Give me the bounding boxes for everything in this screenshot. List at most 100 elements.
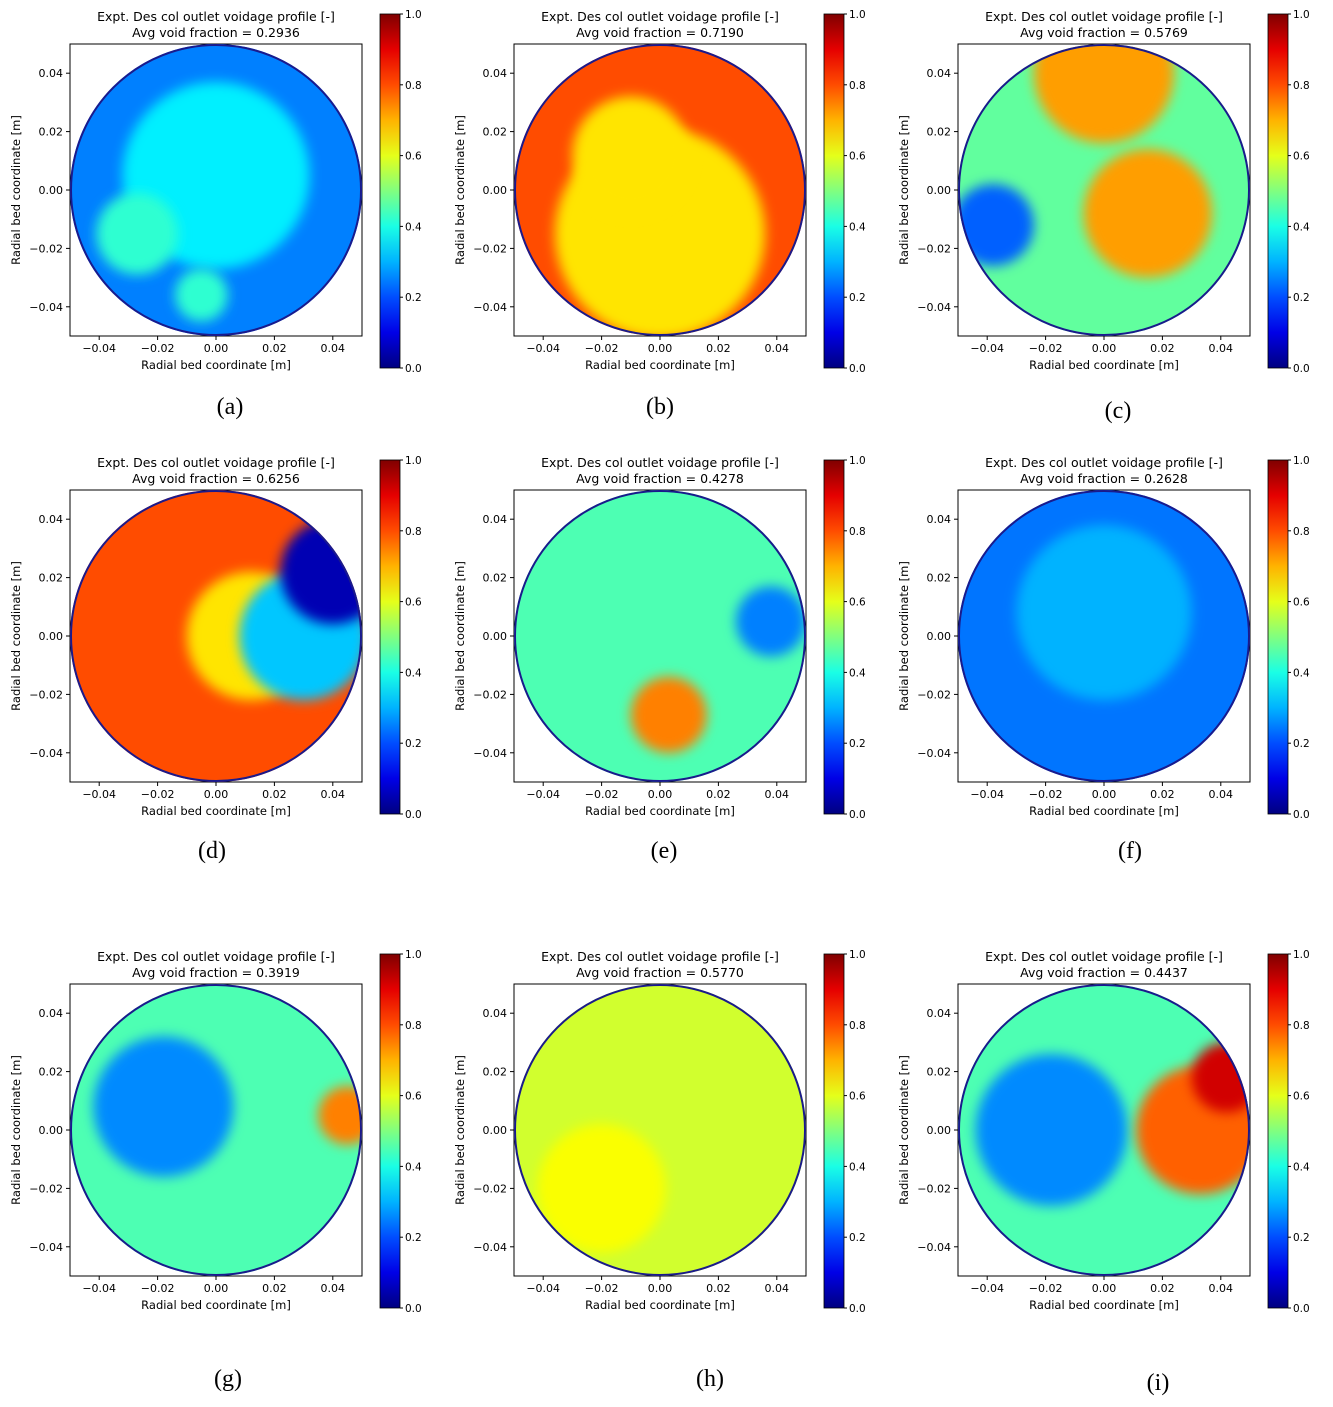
avg-void-fraction: Avg void fraction = 0.5769 [1020, 25, 1188, 40]
x-tick-label: 0.00 [648, 342, 673, 355]
y-tick-label: −0.04 [473, 301, 507, 314]
column-wall [514, 490, 806, 782]
subfigure-label: (c) [1104, 398, 1132, 424]
colorbar-tick-label: 0.6 [405, 1091, 422, 1103]
colorbar-tick-label: 0.6 [405, 597, 422, 609]
avg-void-fraction: Avg void fraction = 0.4278 [576, 471, 744, 486]
colorbar [379, 459, 401, 815]
colorbar-tick-label: 0.6 [1293, 1091, 1310, 1103]
colorbar-tick-label: 0.0 [1293, 809, 1310, 821]
y-axis-label: Radial bed coordinate [m] [453, 115, 467, 265]
y-tick-label: 0.02 [927, 126, 952, 139]
voidage-regions [958, 44, 1213, 278]
x-tick-label: 0.04 [1209, 788, 1234, 801]
x-tick-label: 0.00 [648, 788, 673, 801]
colorbar-tick-label: 1.0 [405, 455, 422, 467]
y-tick-label: 0.00 [483, 630, 508, 643]
y-tick-label: −0.02 [473, 1182, 507, 1195]
x-axis-label: Radial bed coordinate [m] [1029, 804, 1179, 818]
colorbar-tick-label: 0.6 [849, 1091, 866, 1103]
voidage-region [975, 1054, 1128, 1206]
y-tick-label: −0.04 [29, 301, 63, 314]
x-tick-label: 0.04 [1209, 342, 1234, 355]
y-axis-label: Radial bed coordinate [m] [9, 115, 23, 265]
y-tick-label: 0.00 [483, 1124, 508, 1137]
colorbar [1267, 459, 1289, 815]
chart-title: Expt. Des col outlet voidage profile [-] [541, 455, 779, 470]
colorbar-tick-label: 0.2 [405, 738, 422, 750]
colorbar [823, 953, 845, 1309]
colorbar-tick-label: 0.2 [849, 292, 866, 304]
y-tick-label: 0.04 [927, 513, 952, 526]
subfigure-label: (f) [1118, 838, 1142, 864]
x-tick-label: 0.00 [1092, 342, 1117, 355]
y-tick-label: 0.00 [483, 184, 508, 197]
x-tick-label: 0.00 [648, 1282, 673, 1295]
colorbar-tick-label: 0.2 [1293, 738, 1310, 750]
y-tick-label: −0.02 [917, 688, 951, 701]
x-tick-label: −0.02 [585, 342, 619, 355]
colorbar-tick-label: 0.0 [405, 809, 422, 821]
y-tick-label: 0.00 [927, 630, 952, 643]
voidage-regions [554, 96, 766, 336]
y-axis-label: Radial bed coordinate [m] [453, 1055, 467, 1205]
x-tick-label: 0.02 [706, 788, 731, 801]
chart-title: Expt. Des col outlet voidage profile [-] [97, 949, 335, 964]
avg-void-fraction: Avg void fraction = 0.2628 [1020, 471, 1188, 486]
colorbar-tick-label: 1.0 [1293, 949, 1310, 961]
voidage-regions [537, 1124, 666, 1253]
y-tick-label: −0.04 [29, 1241, 63, 1254]
colorbar-tick-label: 0.4 [849, 221, 866, 233]
chart-title: Expt. Des col outlet voidage profile [-] [985, 455, 1223, 470]
colorbar-tick-label: 0.4 [405, 1161, 422, 1173]
x-axis-label: Radial bed coordinate [m] [585, 1298, 735, 1312]
subfigure-label: (h) [696, 1366, 724, 1392]
x-tick-label: −0.02 [1029, 342, 1063, 355]
y-tick-label: −0.04 [29, 747, 63, 760]
heatmap-plot: Expt. Des col outlet voidage profile [-]… [9, 949, 422, 1315]
column-wall [70, 44, 362, 336]
y-tick-label: 0.04 [483, 513, 508, 526]
colorbar [823, 13, 845, 369]
colorbar-tick-label: 0.2 [405, 1232, 422, 1244]
colorbar-tick-label: 1.0 [849, 9, 866, 21]
chart-title: Expt. Des col outlet voidage profile [-] [97, 9, 335, 24]
heatmap-panel-a: Expt. Des col outlet voidage profile [-]… [0, 0, 440, 460]
colorbar-tick-label: 0.6 [849, 151, 866, 163]
y-axis-label: Radial bed coordinate [m] [897, 1055, 911, 1205]
colorbar-tick-label: 0.8 [849, 1020, 866, 1032]
heatmap-plot: Expt. Des col outlet voidage profile [-]… [9, 9, 422, 375]
colorbar-tick-label: 0.4 [1293, 221, 1310, 233]
x-tick-label: −0.04 [526, 342, 560, 355]
y-axis-label: Radial bed coordinate [m] [9, 561, 23, 711]
x-tick-label: −0.04 [970, 788, 1004, 801]
y-tick-label: 0.04 [483, 67, 508, 80]
colorbar-tick-label: 0.0 [405, 363, 422, 375]
colorbar-tick-label: 0.2 [1293, 292, 1310, 304]
y-tick-label: −0.02 [473, 688, 507, 701]
colorbar-tick-label: 0.8 [849, 80, 866, 92]
avg-void-fraction: Avg void fraction = 0.3919 [132, 965, 300, 980]
voidage-regions [96, 81, 310, 322]
colorbar-tick-label: 0.2 [849, 738, 866, 750]
column-wall [958, 490, 1250, 782]
y-tick-label: 0.00 [39, 184, 64, 197]
colorbar [379, 953, 401, 1309]
y-tick-label: 0.02 [39, 572, 64, 585]
colorbar-tick-label: 0.2 [405, 292, 422, 304]
voidage-region [96, 192, 179, 275]
column-wall [70, 984, 362, 1276]
colorbar-tick-label: 0.6 [405, 151, 422, 163]
y-tick-label: −0.04 [473, 1241, 507, 1254]
heatmap-plot: Expt. Des col outlet voidage profile [-]… [453, 9, 866, 375]
colorbar-tick-label: 1.0 [1293, 9, 1310, 21]
x-tick-label: −0.04 [82, 788, 116, 801]
heatmap-plot: Expt. Des col outlet voidage profile [-]… [453, 455, 866, 821]
colorbar-tick-label: 0.4 [849, 667, 866, 679]
subfigure-label: (d) [198, 838, 226, 864]
colorbar-tick-label: 0.4 [405, 221, 422, 233]
y-tick-label: −0.02 [917, 242, 951, 255]
y-tick-label: −0.02 [473, 242, 507, 255]
column-wall [70, 490, 362, 782]
y-tick-label: 0.00 [39, 1124, 64, 1137]
